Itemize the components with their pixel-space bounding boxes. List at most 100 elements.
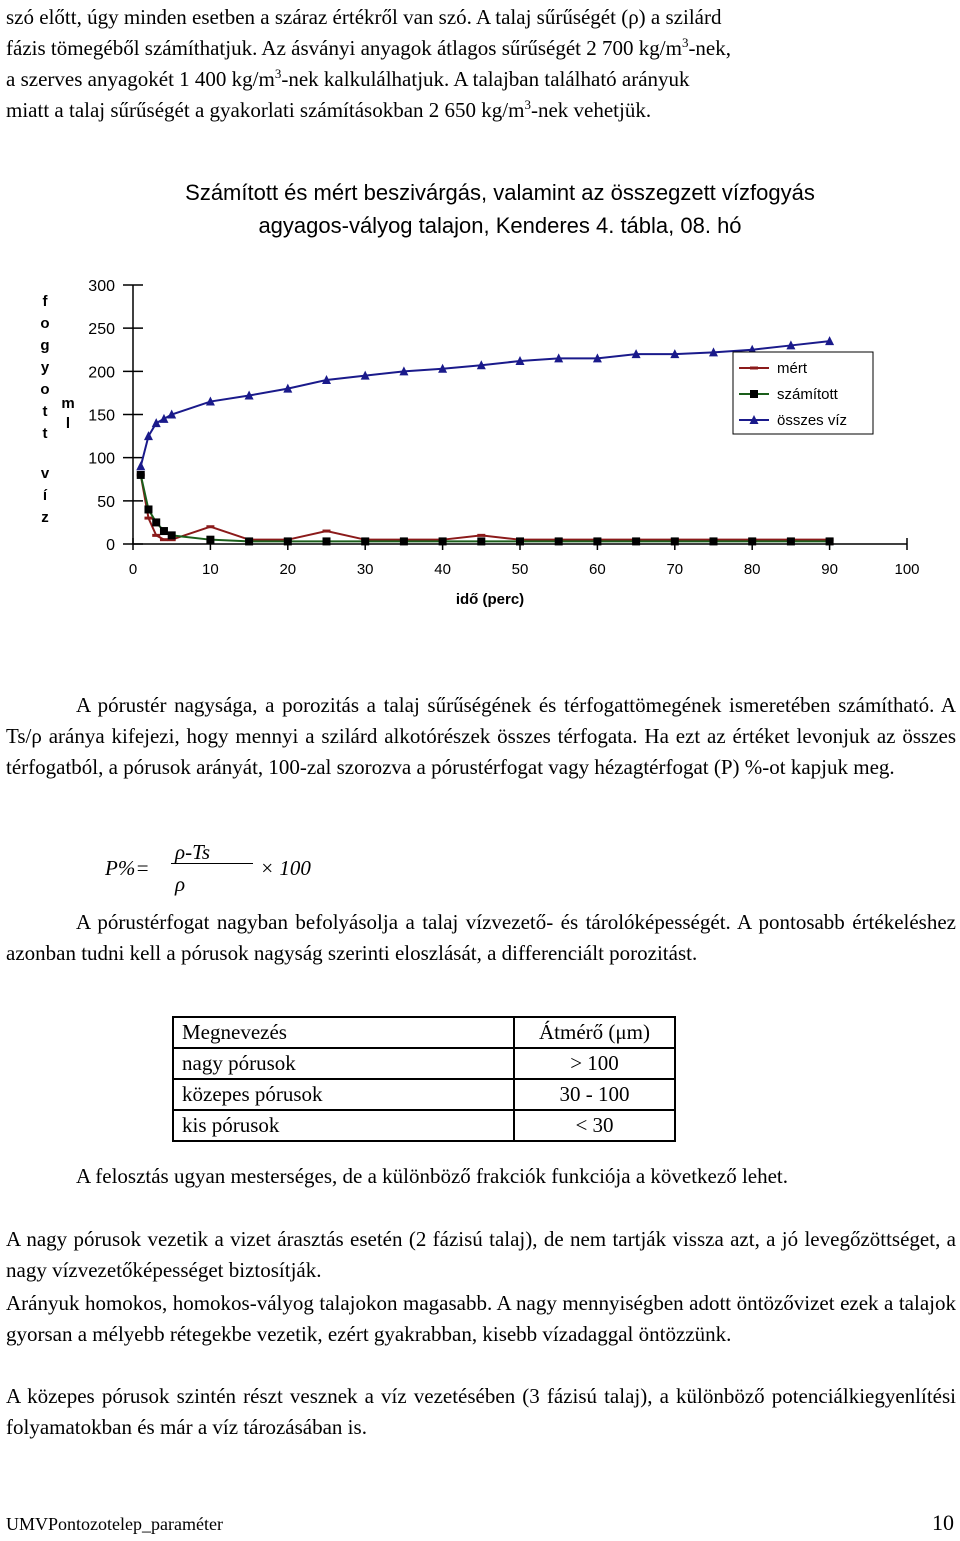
large-pores-paragraph: A nagy pórusok vezetik a vizet árasztás … xyxy=(6,1227,956,1282)
formula-numerator: ρ-Ts xyxy=(175,840,210,864)
table-header-row: Megnevezés Átmérő (μm) xyxy=(172,1016,676,1049)
data-point-square xyxy=(152,518,161,527)
data-point-square xyxy=(159,527,168,536)
data-point-square xyxy=(748,537,757,546)
data-point-triangle xyxy=(360,370,370,380)
y-axis-unit-letter: l xyxy=(66,415,70,432)
x-tick-label: 90 xyxy=(821,561,838,578)
x-tick-label: 30 xyxy=(357,561,374,578)
data-point-square xyxy=(554,537,563,546)
y-axis-label-letter: g xyxy=(40,337,49,354)
table-cell: 30 - 100 xyxy=(513,1078,676,1111)
y-tick-label: 300 xyxy=(88,278,115,295)
y-tick-label: 150 xyxy=(88,408,115,425)
table-header-cell: Megnevezés xyxy=(172,1016,515,1049)
porosity-formula: P%= ρ-Ts ρ × 100 xyxy=(105,840,405,910)
intro-line: fázis tömegéből számíthatjuk. Az ásványi… xyxy=(6,35,732,60)
pore-volume-paragraph: A pórustérfogat nagyban befolyásolja a t… xyxy=(6,910,956,965)
classification-paragraph: A felosztás ugyan mesterséges, de a külö… xyxy=(76,1164,789,1188)
data-point-square xyxy=(322,537,331,546)
y-axis-label-letter: o xyxy=(40,315,49,332)
data-point-triangle xyxy=(515,355,525,365)
data-point-triangle xyxy=(167,409,177,419)
intro-line: a szerves anyagokét 1 400 kg/m3-nek kalk… xyxy=(6,66,690,91)
data-point-triangle xyxy=(825,336,835,346)
data-point-square xyxy=(167,531,176,540)
data-point-square xyxy=(825,537,834,546)
y-axis-label-letter: f xyxy=(43,293,49,310)
x-tick-label: 50 xyxy=(512,561,529,578)
sandy-soils-paragraph: Arányuk homokos, homokos-vályog talajoko… xyxy=(6,1291,956,1346)
data-point-triangle xyxy=(554,353,564,363)
data-point-triangle xyxy=(438,363,448,373)
legend-marker-square xyxy=(750,390,758,398)
x-tick-label: 10 xyxy=(202,561,219,578)
table-row: közepes pórusok 30 - 100 xyxy=(172,1078,676,1111)
table-row: nagy pórusok > 100 xyxy=(172,1047,676,1080)
x-axis-label: idő (perc) xyxy=(456,591,524,608)
intro-paragraph: szó előtt, úgy minden esetben a száraz é… xyxy=(6,2,956,126)
x-tick-label: 60 xyxy=(589,561,606,578)
data-point-square xyxy=(144,505,153,514)
y-axis-label-letter: z xyxy=(41,509,49,526)
footer-document-name: UMVPontozotelep_paraméter xyxy=(6,1514,223,1534)
y-tick-label: 100 xyxy=(88,451,115,468)
data-point-triangle xyxy=(159,413,169,423)
data-point-triangle xyxy=(143,431,153,441)
porosity-paragraph: A pórustér nagysága, a porozitás a talaj… xyxy=(6,693,956,779)
y-tick-label: 0 xyxy=(106,537,115,554)
page-number: 10 xyxy=(932,1510,954,1535)
y-tick-label: 50 xyxy=(97,494,115,511)
data-point-triangle xyxy=(283,383,293,393)
pore-size-table: Megnevezés Átmérő (μm) nagy pórusok > 10… xyxy=(172,1016,676,1142)
y-axis-unit-letter: m xyxy=(61,395,74,412)
legend-label: számított xyxy=(777,386,839,403)
table-cell: kis pórusok xyxy=(172,1109,515,1142)
data-point-square xyxy=(632,537,641,546)
y-axis-label-letter: í xyxy=(43,487,48,504)
table-cell: < 30 xyxy=(513,1109,676,1142)
data-point-triangle xyxy=(631,349,641,359)
data-point-square xyxy=(516,537,524,546)
chart-title: Számított és mért beszivárgás, valamint … xyxy=(90,176,910,242)
y-axis-label-letter: t xyxy=(43,403,48,420)
data-point-square xyxy=(593,537,602,546)
data-point-triangle xyxy=(151,418,161,428)
data-point-triangle xyxy=(399,366,409,376)
table-cell: > 100 xyxy=(513,1047,676,1080)
data-point-triangle xyxy=(205,396,215,406)
x-tick-label: 40 xyxy=(434,561,451,578)
table-row: kis pórusok < 30 xyxy=(172,1109,676,1142)
fraction-line xyxy=(171,863,253,864)
data-point-triangle xyxy=(136,461,146,471)
y-tick-label: 250 xyxy=(88,321,115,338)
data-point-square xyxy=(399,537,408,546)
table-cell: közepes pórusok xyxy=(172,1078,515,1111)
data-point-square xyxy=(245,537,254,546)
infiltration-chart: 300 250 200 150 100 50 00 10 20 30 40 50 60 70 80 90 100… xyxy=(40,278,919,608)
data-point-square xyxy=(438,537,447,546)
y-axis-label-letter: o xyxy=(40,381,49,398)
medium-pores-paragraph: A közepes pórusok szintén részt vesznek … xyxy=(6,1384,956,1439)
y-axis-label-letter: t xyxy=(43,425,48,442)
y-axis-label-letter: v xyxy=(41,465,50,482)
data-point-triangle xyxy=(592,353,602,363)
data-point-triangle xyxy=(786,340,796,350)
data-point-square xyxy=(283,537,292,546)
formula-lhs: P%= xyxy=(105,856,150,880)
legend-label: összes víz xyxy=(777,412,847,429)
y-tick-label: 200 xyxy=(88,364,115,381)
data-point-square xyxy=(361,537,370,546)
data-point-triangle xyxy=(670,349,680,359)
data-point-square xyxy=(477,537,486,546)
table-cell: nagy pórusok xyxy=(172,1047,515,1080)
data-point-square xyxy=(206,535,215,544)
data-point-square xyxy=(709,537,718,546)
data-point-triangle xyxy=(322,374,331,384)
data-point-triangle xyxy=(476,360,486,370)
series-line-1 xyxy=(139,474,830,543)
chart-title-line2: agyagos-vályog talajon, Kenderes 4. tábl… xyxy=(258,213,742,238)
data-point-square xyxy=(136,470,145,479)
data-point-triangle xyxy=(709,347,718,357)
y-axis-label-letter: y xyxy=(41,359,50,376)
